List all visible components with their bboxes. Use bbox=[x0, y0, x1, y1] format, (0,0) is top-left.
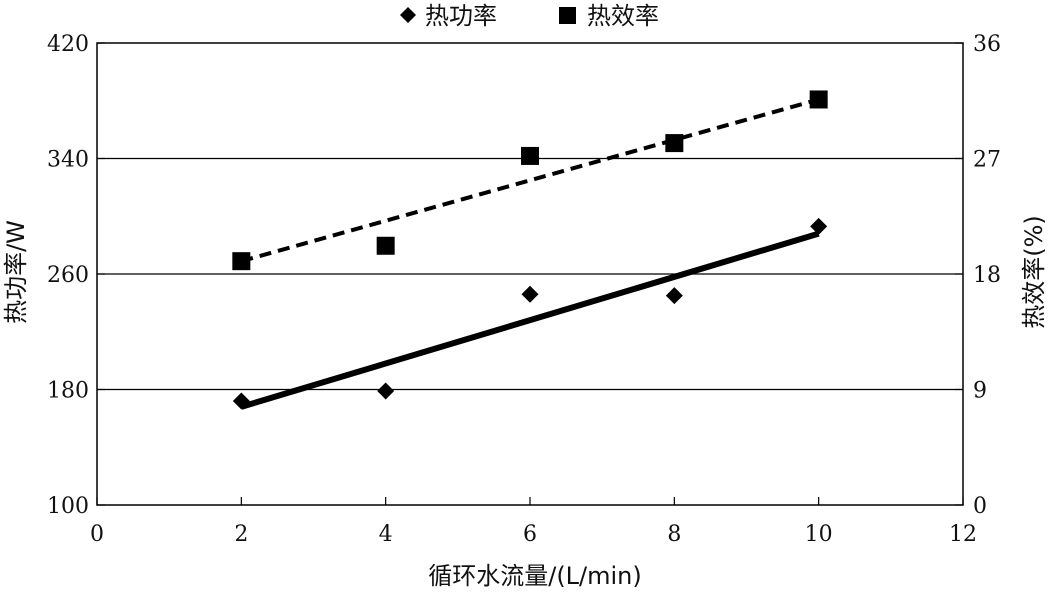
trendline-efficiency bbox=[240, 97, 820, 264]
point-efficiency bbox=[521, 146, 539, 165]
x-tick-label: 8 bbox=[667, 522, 681, 547]
point-power bbox=[232, 392, 250, 410]
y-right-tick-label: 18 bbox=[973, 263, 1001, 288]
point-power bbox=[665, 287, 683, 305]
trendlines bbox=[240, 97, 820, 410]
x-tick-label: 10 bbox=[805, 522, 833, 547]
point-power bbox=[521, 285, 539, 303]
point-efficiency bbox=[376, 236, 395, 255]
y-left-tick-label: 260 bbox=[47, 263, 89, 288]
x-tick-label: 4 bbox=[379, 522, 393, 547]
legend-label-efficiency: 热效率 bbox=[587, 2, 659, 30]
x-tick-label: 2 bbox=[234, 522, 248, 547]
point-efficiency bbox=[665, 134, 684, 153]
x-axis-label: 循环水流量/(L/min) bbox=[428, 562, 642, 590]
gridlines bbox=[97, 157, 963, 391]
point-efficiency bbox=[809, 90, 828, 109]
y-right-axis-label: 热效率(%) bbox=[1020, 215, 1048, 329]
point-power bbox=[377, 382, 395, 400]
y-right-tick-label: 0 bbox=[973, 494, 987, 519]
legend: 热功率 热效率 bbox=[400, 2, 659, 30]
point-efficiency bbox=[232, 252, 251, 271]
y-right-ticks: 0 9 18 27 36 bbox=[955, 32, 1001, 519]
y-left-tick-label: 420 bbox=[47, 32, 89, 57]
point-power bbox=[810, 217, 828, 235]
trendline-power bbox=[240, 230, 820, 410]
y-left-tick-label: 100 bbox=[47, 494, 89, 519]
y-left-axis-label: 热功率/W bbox=[2, 220, 30, 324]
data-points bbox=[232, 90, 828, 410]
y-right-tick-label: 27 bbox=[973, 148, 1001, 173]
y-left-tick-label: 340 bbox=[47, 148, 89, 173]
x-tick-label: 0 bbox=[90, 522, 104, 547]
x-tick-label: 12 bbox=[949, 522, 977, 547]
x-tick-label: 6 bbox=[523, 522, 537, 547]
x-ticks: 0 2 4 6 8 10 12 bbox=[90, 497, 977, 547]
y-right-tick-label: 9 bbox=[973, 379, 987, 404]
y-left-tick-label: 180 bbox=[47, 379, 89, 404]
y-left-ticks: 100 180 260 340 420 bbox=[47, 32, 105, 519]
legend-square-icon bbox=[559, 7, 576, 24]
legend-label-power: 热功率 bbox=[425, 2, 497, 30]
legend-diamond-icon bbox=[400, 7, 416, 23]
y-right-tick-label: 36 bbox=[973, 32, 1001, 57]
